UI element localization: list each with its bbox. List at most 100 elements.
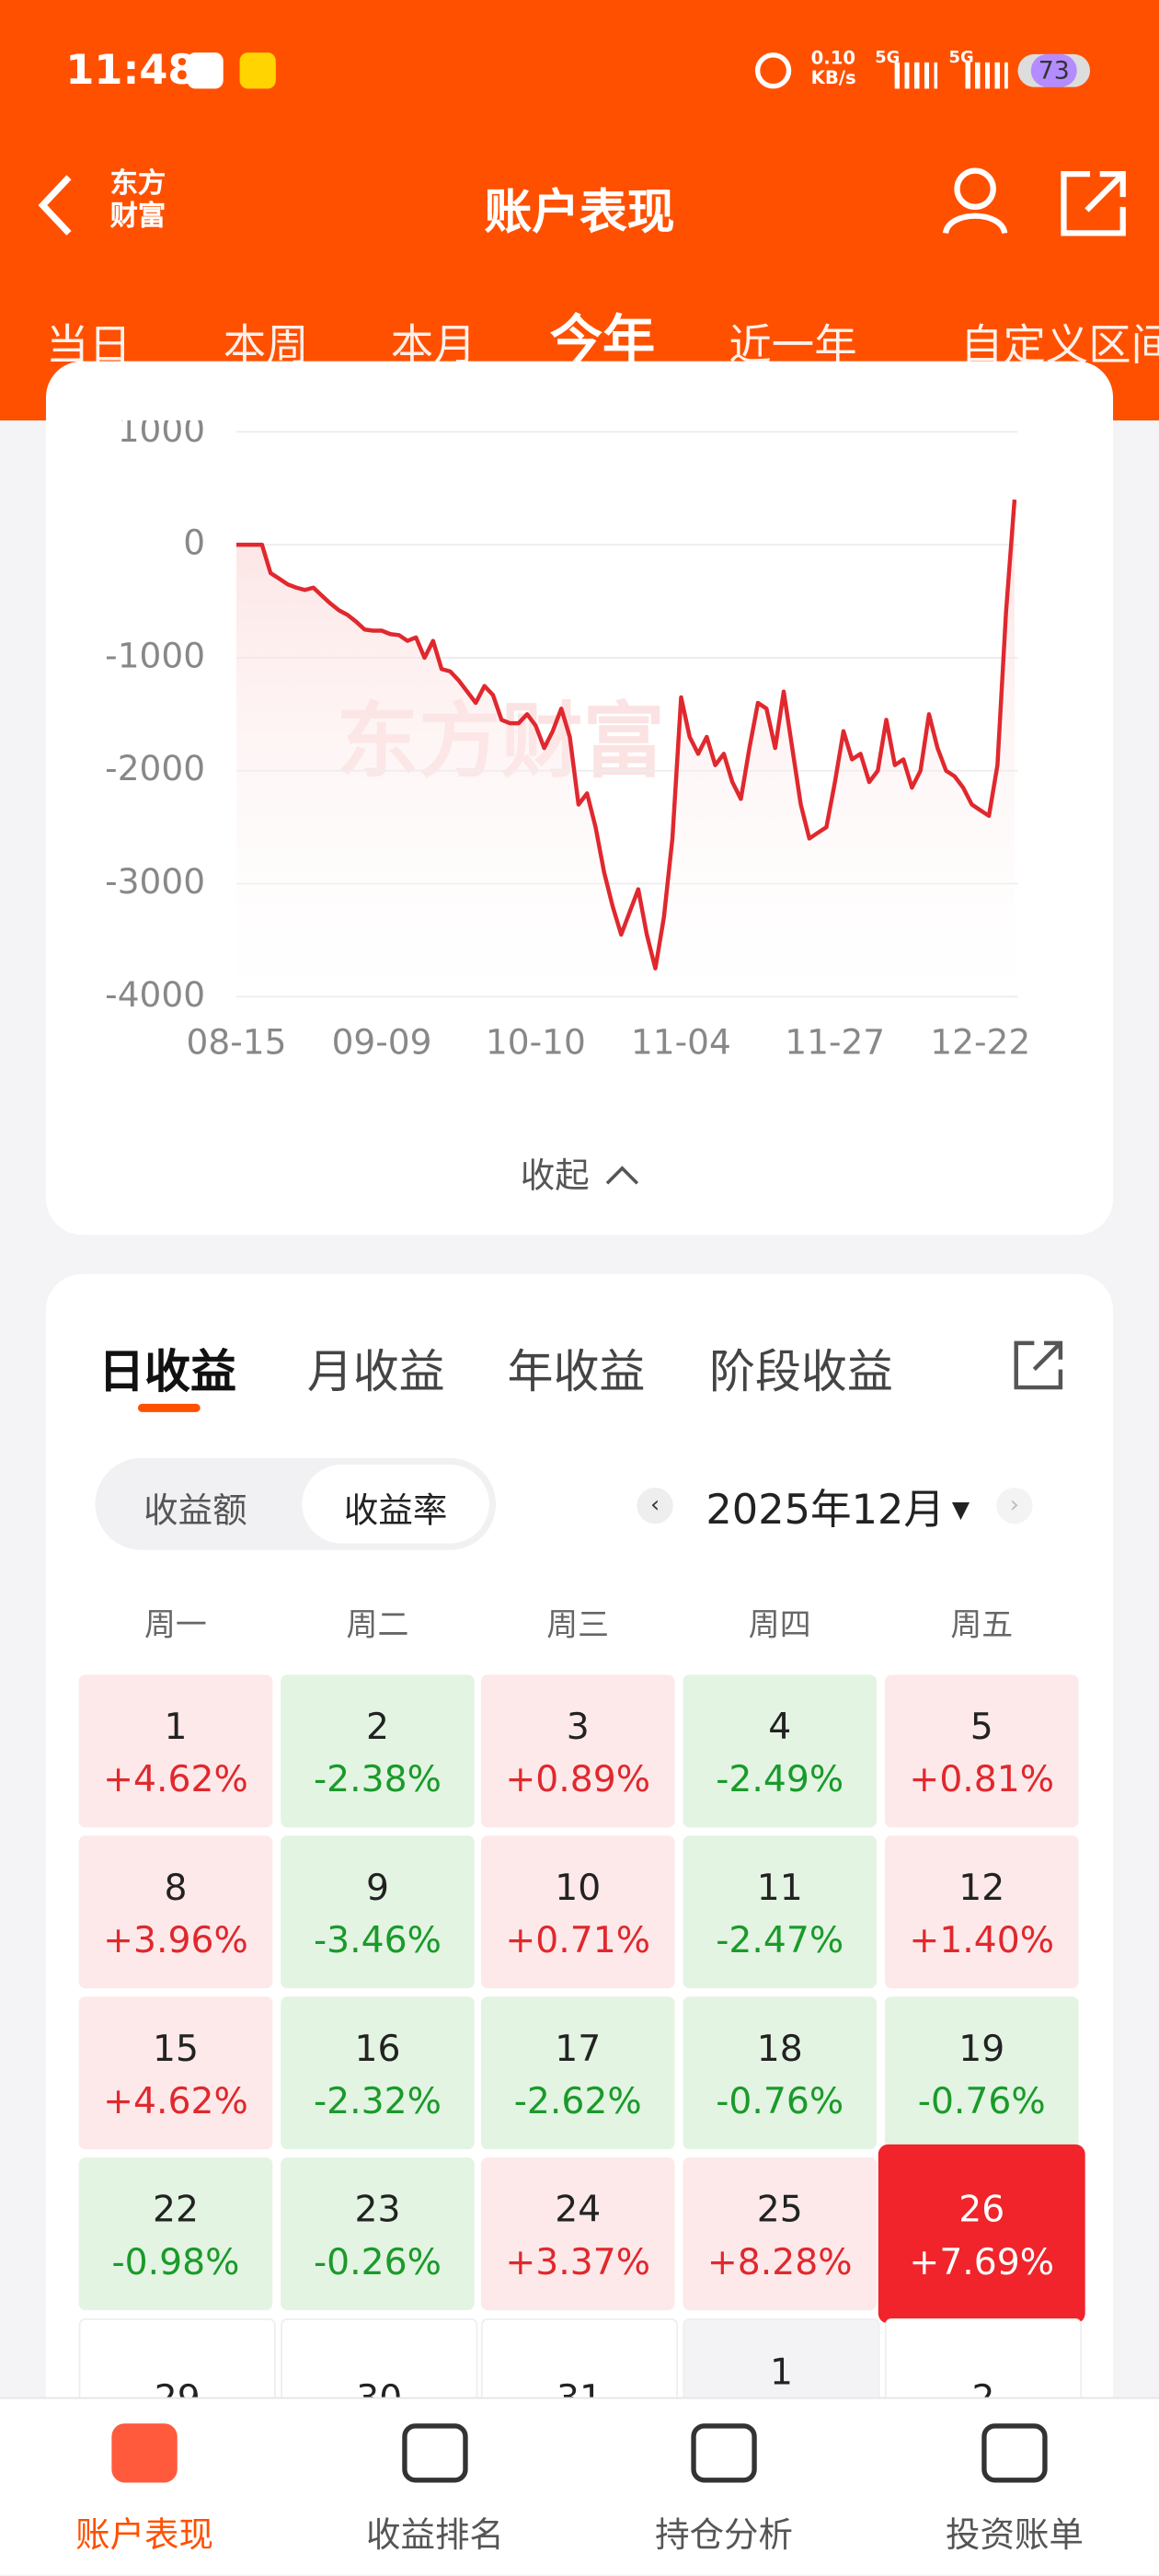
calendar-cell[interactable]: 18 -0.76% (683, 1996, 878, 2150)
day: 23 (354, 2190, 401, 2232)
section-tab[interactable]: 月收益 (306, 1344, 445, 1399)
export-icon[interactable] (1011, 1337, 1067, 1393)
nav-icon[interactable] (691, 2423, 757, 2483)
x-tick-label: 12-22 (930, 1022, 1030, 1063)
calendar-cell[interactable]: 1 +4.62% (78, 1674, 273, 1828)
month-picker[interactable]: 2025年12月 ▼ (706, 1486, 970, 1534)
nav-label[interactable]: 投资账单 (945, 2515, 1084, 2555)
nav-label[interactable]: 收益排名 (365, 2515, 504, 2555)
app-icon (187, 52, 224, 89)
calendar-cell[interactable]: 15 +4.62% (78, 1996, 273, 2150)
y-tick-label: -3000 (105, 861, 205, 902)
period-tab[interactable]: 本月 (390, 321, 476, 372)
area (236, 500, 1015, 996)
day: 19 (958, 2029, 1005, 2071)
nav-icon[interactable] (981, 2423, 1048, 2483)
day: 22 (152, 2190, 199, 2232)
signal-bars (894, 62, 938, 89)
day-return: -2.38% (314, 1760, 442, 1801)
day: 18 (756, 2029, 803, 2071)
battery-level: 73 (1031, 53, 1076, 87)
x-tick-label: 10-10 (486, 1022, 586, 1063)
toggle-option[interactable]: 收益率 (343, 1490, 448, 1531)
calendar-cell[interactable]: 16 -2.32% (281, 1996, 475, 2150)
day-return: -0.76% (716, 2081, 844, 2123)
section-tab[interactable]: 年收益 (507, 1344, 646, 1399)
calendar-cell[interactable]: 10 +0.71% (480, 1835, 675, 1989)
day: 1 (770, 2352, 794, 2395)
calendar-cell[interactable]: 24 +3.37% (480, 2157, 675, 2311)
y-tick-label: -2000 (105, 748, 205, 788)
calendar-cell[interactable]: 8 +3.96% (78, 1835, 273, 1989)
day: 8 (164, 1868, 188, 1910)
day: 10 (555, 1868, 602, 1910)
calendar-cell[interactable]: 9 -3.46% (281, 1835, 475, 1989)
signal: 5G (875, 49, 901, 68)
toggle-active (302, 1464, 489, 1544)
calendar-cell[interactable]: 17 -2.62% (480, 1996, 675, 2150)
day-return: -3.46% (314, 1921, 442, 1962)
nav-icon[interactable] (402, 2423, 468, 2483)
nav-label[interactable]: 持仓分析 (655, 2515, 794, 2555)
month: 2025年12月 (706, 1486, 945, 1534)
x-tick-label: 08-15 (187, 1022, 287, 1063)
day-return: +4.62% (103, 1760, 248, 1801)
calendar-cell[interactable]: 26 +7.69% (878, 2144, 1085, 2324)
calendar-cell[interactable]: 2 -2.38% (281, 1674, 475, 1828)
calendar-cell[interactable]: 12 +1.40% (884, 1835, 1079, 1989)
x-tick-label: 09-09 (332, 1022, 432, 1063)
period-tab[interactable]: 今年 (549, 308, 656, 372)
page-title: 账户表现 (484, 183, 675, 240)
day: 24 (555, 2190, 602, 2232)
share-icon[interactable] (1057, 167, 1130, 240)
day-return: -2.62% (513, 2081, 642, 2123)
nav-label[interactable]: 账户表现 (75, 2515, 214, 2555)
collapse-button[interactable]: 收起 (520, 1149, 638, 1199)
collapse-text: 收起 (520, 1156, 590, 1196)
logo: 东方财富 (109, 167, 166, 234)
calendar-cell[interactable]: 5 +0.81% (884, 1674, 1079, 1828)
back-button[interactable] (33, 171, 83, 240)
calendar-cell[interactable]: 11 -2.47% (683, 1835, 878, 1989)
day: 4 (768, 1708, 792, 1749)
x-tick-label: 11-04 (631, 1022, 731, 1063)
day-return: +0.71% (505, 1921, 651, 1962)
calendar-cell[interactable]: 22 -0.98% (78, 2157, 273, 2311)
day-return: +3.96% (103, 1921, 248, 1962)
calendar-cell[interactable]: 23 -0.26% (281, 2157, 475, 2311)
period-tab[interactable]: 当日 (45, 321, 132, 372)
calendar-cell[interactable]: 4 -2.49% (683, 1674, 878, 1828)
day-return: -2.49% (716, 1760, 844, 1801)
net-speed-value: 0.10 (810, 47, 856, 69)
calendar-cell[interactable]: 25 +8.28% (683, 2157, 878, 2311)
calendar-cell[interactable]: 3 +0.89% (480, 1674, 675, 1828)
user-icon[interactable] (939, 164, 1015, 239)
day-return: +7.69% (909, 2242, 1055, 2284)
period-tab[interactable]: 本周 (223, 321, 309, 372)
day-return: +3.37% (505, 2242, 651, 2284)
nav-icon[interactable] (111, 2423, 178, 2483)
toggle-option[interactable]: 收益额 (143, 1490, 247, 1531)
day-return: -2.32% (314, 2081, 442, 2123)
prev-month[interactable]: ‹ (637, 1487, 673, 1524)
day: 9 (365, 1868, 389, 1910)
day: 5 (970, 1708, 993, 1749)
battery: 73 (1017, 53, 1091, 87)
day-return: -0.76% (917, 2081, 1046, 2123)
section-tab[interactable]: 日收益 (98, 1344, 237, 1399)
day-return: -0.26% (314, 2242, 442, 2284)
net-speed-unit: KB/s (810, 67, 856, 89)
day: 1 (164, 1708, 188, 1749)
calendar-cell[interactable]: 19 -0.76% (884, 1996, 1079, 2150)
period-tab[interactable]: 自定义区间 (960, 321, 1159, 372)
section-tab[interactable]: 阶段收益 (708, 1344, 893, 1399)
chart: 东方财富 10000-1000-2000-3000-400008-1509-09… (0, 0, 1159, 1248)
weekday: 周三 (546, 1607, 610, 1644)
tab-indicator (582, 373, 623, 382)
next-month[interactable]: › (996, 1487, 1033, 1524)
period-tab[interactable]: 近一年 (729, 321, 857, 372)
day-return: -2.47% (716, 1921, 844, 1962)
weekday: 周二 (346, 1607, 409, 1644)
day-return: -0.98% (111, 2242, 240, 2284)
